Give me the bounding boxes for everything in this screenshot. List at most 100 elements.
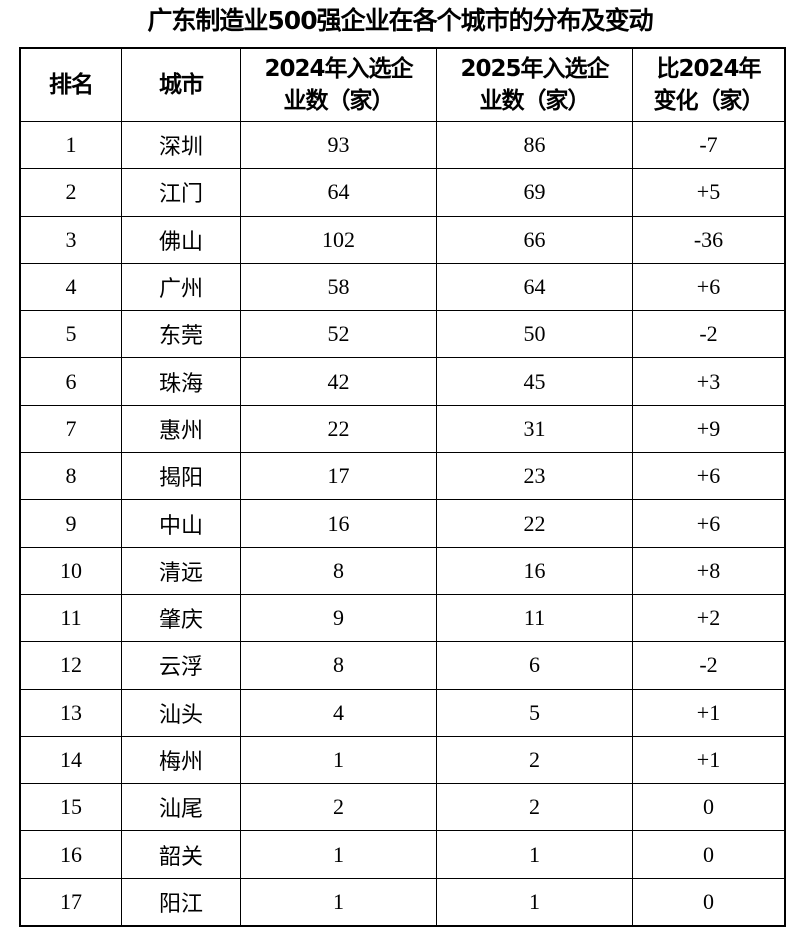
table-row: 3 佛山 102 66 -36 — [19, 215, 786, 264]
cell-change: +6 — [632, 452, 786, 501]
cell-count-2025: 66 — [436, 215, 633, 264]
cell-count-2024: 1 — [240, 877, 437, 927]
cell-count-2024: 4 — [240, 688, 437, 737]
cell-change: -36 — [632, 215, 786, 264]
cell-change: +1 — [632, 688, 786, 737]
cell-count-2025: 2 — [436, 735, 633, 785]
cell-count-2024: 102 — [240, 215, 437, 264]
table-row: 6 珠海 42 45 +3 — [19, 357, 786, 406]
cell-rank: 3 — [19, 215, 122, 264]
cell-count-2025: 50 — [436, 310, 633, 359]
table-title: 广东制造业500强企业在各个城市的分布及变动 — [147, 6, 653, 35]
cell-city: 阳江 — [121, 877, 241, 927]
cell-count-2024: 16 — [240, 499, 437, 548]
table-row: 7 惠州 22 31 +9 — [19, 404, 786, 454]
cell-count-2024: 17 — [240, 452, 437, 501]
cell-rank: 16 — [19, 830, 122, 879]
cell-count-2024: 42 — [240, 357, 437, 406]
header-count-2025: 2025年入选企 业数（家） — [436, 47, 633, 122]
cell-change: +2 — [632, 593, 786, 643]
table-row: 1 深圳 93 86 -7 — [19, 120, 786, 170]
header-text: 排名 — [49, 72, 94, 98]
cell-count-2024: 9 — [240, 593, 437, 643]
cell-city: 中山 — [121, 499, 241, 548]
table-row: 11 肇庆 9 11 +2 — [19, 593, 786, 643]
cell-count-2025: 69 — [436, 168, 633, 217]
cell-count-2025: 31 — [436, 404, 633, 454]
header-change: 比2024年变化（家） — [632, 47, 786, 122]
cell-rank: 17 — [19, 877, 122, 927]
cell-count-2025: 5 — [436, 688, 633, 737]
cell-change: 0 — [632, 877, 786, 927]
cell-count-2025: 16 — [436, 546, 633, 595]
cell-count-2025: 64 — [436, 262, 633, 312]
cell-count-2024: 1 — [240, 735, 437, 785]
header-text: 城市 — [159, 72, 204, 98]
cell-change: +6 — [632, 262, 786, 312]
header-rank: 排名 — [19, 47, 122, 122]
table-row: 12 云浮 8 6 -2 — [19, 641, 786, 690]
cell-city: 韶关 — [121, 830, 241, 879]
table-row: 16 韶关 1 1 0 — [19, 830, 786, 879]
cell-rank: 6 — [19, 357, 122, 406]
table-row: 17 阳江 1 1 0 — [19, 877, 786, 927]
table-row: 14 梅州 1 2 +1 — [19, 735, 786, 785]
cell-city: 东莞 — [121, 310, 241, 359]
cell-change: +8 — [632, 546, 786, 595]
header-text: 2024年入选企 — [264, 56, 413, 82]
cell-city: 汕尾 — [121, 783, 241, 832]
cell-change: -2 — [632, 641, 786, 690]
cell-rank: 9 — [19, 499, 122, 548]
cell-count-2024: 8 — [240, 546, 437, 595]
cell-city: 揭阳 — [121, 452, 241, 501]
header-city: 城市 — [121, 47, 241, 122]
cell-change: +1 — [632, 735, 786, 785]
cell-change: 0 — [632, 830, 786, 879]
cell-city: 云浮 — [121, 641, 241, 690]
cell-rank: 1 — [19, 120, 122, 170]
table-row: 4 广州 58 64 +6 — [19, 262, 786, 312]
cell-count-2025: 2 — [436, 783, 633, 832]
cell-rank: 13 — [19, 688, 122, 737]
cell-change: +5 — [632, 168, 786, 217]
cell-count-2025: 22 — [436, 499, 633, 548]
table-row: 13 汕头 4 5 +1 — [19, 688, 786, 737]
cell-count-2025: 45 — [436, 357, 633, 406]
cell-city: 汕头 — [121, 688, 241, 737]
cell-city: 梅州 — [121, 735, 241, 785]
cell-rank: 14 — [19, 735, 122, 785]
header-text: 业数（家） — [283, 88, 395, 114]
cell-rank: 8 — [19, 452, 122, 501]
cell-rank: 7 — [19, 404, 122, 454]
cell-rank: 11 — [19, 593, 122, 643]
cell-rank: 15 — [19, 783, 122, 832]
cell-count-2024: 2 — [240, 783, 437, 832]
header-count-2024: 2024年入选企 业数（家） — [240, 47, 437, 122]
cell-city: 惠州 — [121, 404, 241, 454]
table-row: 15 汕尾 2 2 0 — [19, 783, 786, 832]
cell-count-2024: 22 — [240, 404, 437, 454]
header-text: 2025年入选企 — [460, 56, 609, 82]
cell-count-2025: 11 — [436, 593, 633, 643]
cell-count-2024: 58 — [240, 262, 437, 312]
cell-rank: 5 — [19, 310, 122, 359]
cell-rank: 4 — [19, 262, 122, 312]
cell-city: 珠海 — [121, 357, 241, 406]
cell-city: 佛山 — [121, 215, 241, 264]
table-row: 10 清远 8 16 +8 — [19, 546, 786, 595]
table-row: 9 中山 16 22 +6 — [19, 499, 786, 548]
cell-change: +6 — [632, 499, 786, 548]
cell-rank: 2 — [19, 168, 122, 217]
cell-count-2025: 6 — [436, 641, 633, 690]
cell-count-2025: 1 — [436, 877, 633, 927]
cell-count-2025: 23 — [436, 452, 633, 501]
cell-count-2024: 1 — [240, 830, 437, 879]
cell-change: -2 — [632, 310, 786, 359]
cell-change: +3 — [632, 357, 786, 406]
header-row: 排名 城市 2024年入选企 业数（家） 2025年入选企 业数（家） 比2024年变化（家… — [19, 47, 786, 122]
cell-count-2024: 93 — [240, 120, 437, 170]
cell-rank: 10 — [19, 546, 122, 595]
cell-rank: 12 — [19, 641, 122, 690]
cell-city: 深圳 — [121, 120, 241, 170]
table-row: 8 揭阳 17 23 +6 — [19, 452, 786, 501]
